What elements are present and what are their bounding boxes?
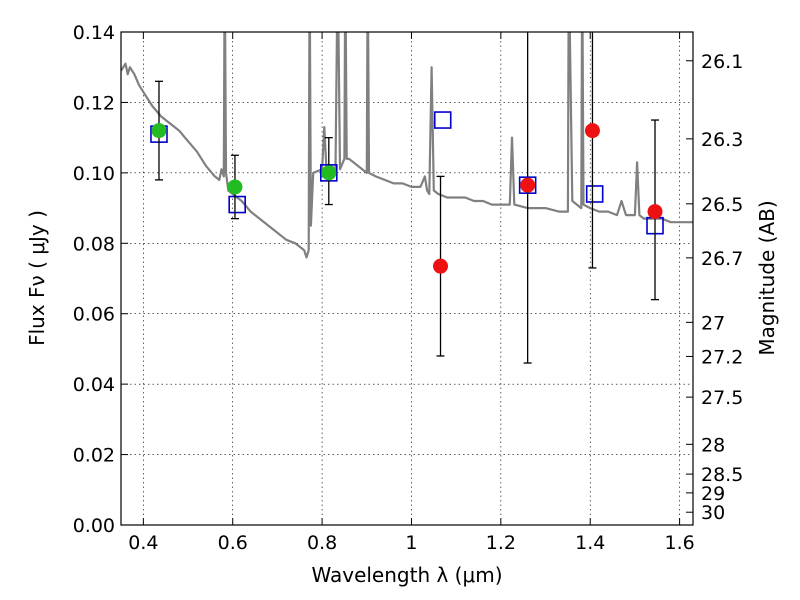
x-tick-label: 0.8 xyxy=(307,532,337,554)
x-tick-label: 1 xyxy=(405,532,417,554)
y-tick-label: 0.10 xyxy=(73,163,115,185)
axis-ticks: 0.4 0.6 0.8 1 1.2 1.4 1.6 0.00 0.02 0.04 0.06 0.08 0… xyxy=(73,22,744,554)
y-tick-label: 0.08 xyxy=(73,233,115,255)
y2-tick-label: 28 xyxy=(701,434,725,456)
y2-axis-label: Magnitude (AB) xyxy=(755,200,779,355)
y-tick-label: 0.12 xyxy=(73,92,115,114)
y-tick-label: 0.02 xyxy=(73,445,115,467)
model-spectrum-line xyxy=(121,32,693,259)
y2-tick-label: 30 xyxy=(701,502,725,524)
x-tick-label: 1.6 xyxy=(664,532,694,554)
x-tick-label: 1.2 xyxy=(486,532,516,554)
x-tick-label: 1.4 xyxy=(575,532,605,554)
y2-tick-label: 26.1 xyxy=(701,51,743,73)
y2-tick-label: 26.7 xyxy=(701,248,743,270)
observed-nir-point xyxy=(584,123,600,139)
observed-optical-point xyxy=(321,165,337,181)
model-photometry-square xyxy=(585,185,604,203)
observed-nir-point xyxy=(520,177,536,193)
observed-nir-point xyxy=(647,204,663,220)
model-photometry-square xyxy=(228,195,246,214)
grid xyxy=(121,31,693,526)
y2-tick-label: 27 xyxy=(701,312,725,334)
observed-optical-point xyxy=(227,179,243,195)
y-tick-label: 0.14 xyxy=(73,22,115,44)
y2-tick-label: 27.5 xyxy=(701,387,743,409)
y-tick-label: 0.04 xyxy=(73,374,115,396)
y-tick-label: 0.00 xyxy=(73,515,115,537)
model-photometry-square xyxy=(433,111,452,129)
y2-tick-label: 29 xyxy=(701,483,725,505)
y2-tick-label: 27.2 xyxy=(701,346,743,368)
y2-tick-label: 28.5 xyxy=(701,464,743,486)
plot-frame xyxy=(120,31,694,526)
observed-optical-point xyxy=(151,123,167,139)
y2-tick-label: 26.5 xyxy=(701,194,743,216)
x-tick-label: 0.4 xyxy=(128,532,158,554)
observed-nir-point xyxy=(433,258,449,274)
x-axis-label: Wavelength λ (μm) xyxy=(311,563,502,587)
x-tick-label: 0.6 xyxy=(218,532,248,554)
y-tick-label: 0.06 xyxy=(73,304,115,326)
y2-tick-label: 26.3 xyxy=(701,129,743,151)
plot-area xyxy=(121,32,693,364)
y-axis-label: Flux Fν ( μJy ) xyxy=(25,210,49,346)
